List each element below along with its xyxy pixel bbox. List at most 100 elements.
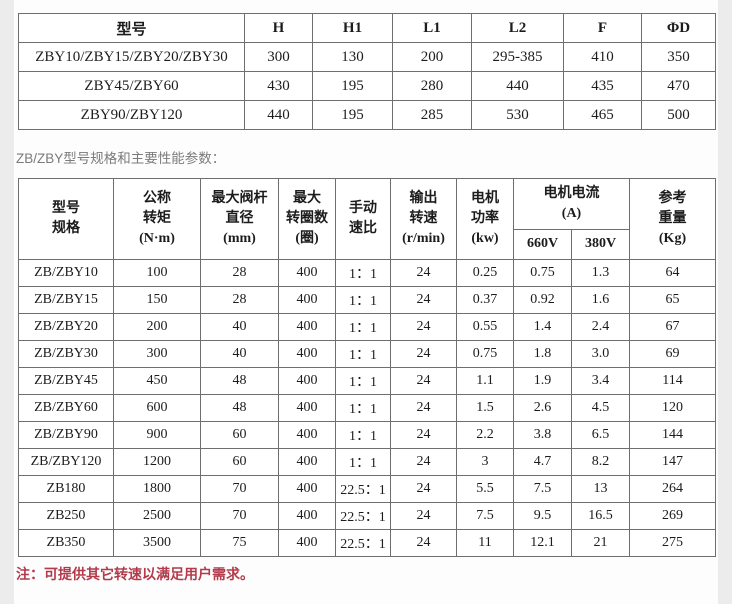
table-cell: 70: [200, 502, 279, 530]
table-cell: 2500: [113, 502, 201, 530]
table-cell: 280: [392, 71, 472, 101]
section-label: ZB/ZBY型号规格和主要性能参数：: [16, 151, 226, 166]
header-line: (圈): [295, 231, 319, 247]
dimensions-table-head: 型号 H H1 L1 L2 F ΦD: [18, 13, 716, 43]
table-cell: 275: [629, 529, 716, 557]
table-cell: 7.5: [456, 502, 514, 530]
table-cell: 0.75: [513, 259, 572, 287]
table-cell: 24: [390, 340, 457, 368]
table-cell: ZB/ZBY120: [18, 448, 114, 476]
performance-header-row-1: 型号 规格 公称 转矩 (N·m) 最大阀杆 直径 (mm) 最大 转圈数 (圈…: [18, 178, 716, 260]
table-cell: 48: [200, 394, 279, 422]
table-cell: 12.1: [513, 529, 572, 557]
table-cell: 150: [113, 286, 201, 314]
header-line: (A): [561, 206, 582, 221]
column-header-l1: L1: [392, 13, 472, 43]
table-cell: ZB/ZBY60: [18, 394, 114, 422]
table-cell: 24: [390, 475, 457, 503]
table-row: ZB/ZBY20 200 40 400 1：1 24 0.55 1.4 2.4 67: [18, 313, 716, 341]
header-line: (Kg): [658, 231, 687, 247]
page-content: 型号 H H1 L1 L2 F ΦD ZBY10/ZBY15/ZBY20/ZBY…: [14, 0, 718, 604]
table-cell: 75: [200, 529, 279, 557]
table-cell: 24: [390, 421, 457, 449]
table-cell: 400: [278, 340, 336, 368]
table-cell: 6.5: [571, 421, 630, 449]
table-cell: 1800: [113, 475, 201, 503]
table-cell: 8.2: [571, 448, 630, 476]
header-line: 功率: [471, 210, 499, 226]
header-line: 公称: [143, 190, 171, 206]
header-line: 电机: [471, 190, 499, 206]
table-cell: 300: [113, 340, 201, 368]
column-header-l2: L2: [471, 13, 564, 43]
table-cell: ZB350: [18, 529, 114, 557]
table-cell: 600: [113, 394, 201, 422]
table-cell: 40: [200, 313, 279, 341]
table-cell: 4.7: [513, 448, 572, 476]
column-header-model-spec: 型号 规格: [18, 178, 114, 260]
table-cell: 67: [629, 313, 716, 341]
table-cell: 1.5: [456, 394, 514, 422]
table-cell: 0.92: [513, 286, 572, 314]
table-cell: 195: [312, 100, 393, 130]
table-cell: 400: [278, 259, 336, 287]
header-line: 重量: [658, 210, 687, 226]
table-cell: 1.4: [513, 313, 572, 341]
table-cell: 400: [278, 286, 336, 314]
header-line: (N·m): [139, 231, 175, 247]
table-cell: 69: [629, 340, 716, 368]
table-cell: 100: [113, 259, 201, 287]
column-header-stem-diameter: 最大阀杆 直径 (mm): [200, 178, 279, 260]
table-cell: 900: [113, 421, 201, 449]
table-cell: 350: [641, 42, 716, 72]
table-row: ZB/ZBY10 100 28 400 1：1 24 0.25 0.75 1.3 64: [18, 259, 716, 287]
table-cell: 9.5: [513, 502, 572, 530]
table-cell: 0.25: [456, 259, 514, 287]
table-cell: 285: [392, 100, 472, 130]
table-cell: 440: [471, 71, 564, 101]
table-row: ZB/ZBY30 300 40 400 1：1 24 0.75 1.8 3.0 69: [18, 340, 716, 368]
performance-table-body: ZB/ZBY10 100 28 400 1：1 24 0.25 0.75 1.3 64 ZB/ZBY…: [18, 259, 716, 557]
table-cell: 144: [629, 421, 716, 449]
column-header-h: H: [244, 13, 313, 43]
table-cell: 114: [629, 367, 716, 395]
table-cell: 3.8: [513, 421, 572, 449]
table-cell: 1：1: [335, 286, 391, 314]
table-cell: 16.5: [571, 502, 630, 530]
table-cell: 2.4: [571, 313, 630, 341]
column-header-weight: 参考 重量 (Kg): [629, 178, 716, 260]
table-cell: 400: [278, 448, 336, 476]
table-cell: 1：1: [335, 340, 391, 368]
table-cell: 60: [200, 421, 279, 449]
table-row: ZBY45/ZBY60 430 195 280 440 435 470: [18, 71, 716, 101]
table-cell: ZB250: [18, 502, 114, 530]
table-cell: 22.5：1: [335, 502, 391, 530]
table-cell: 13: [571, 475, 630, 503]
table-cell: 2.6: [513, 394, 572, 422]
table-cell: 24: [390, 313, 457, 341]
table-cell: 500: [641, 100, 716, 130]
table-cell: 195: [312, 71, 393, 101]
table-cell: 60: [200, 448, 279, 476]
table-cell: ZB/ZBY45: [18, 367, 114, 395]
header-line: 转圈数: [286, 210, 328, 226]
table-cell: 440: [244, 100, 313, 130]
table-cell: 7.5: [513, 475, 572, 503]
table-cell: 1：1: [335, 367, 391, 395]
table-cell: 400: [278, 529, 336, 557]
table-cell: 64: [629, 259, 716, 287]
table-cell: 5.5: [456, 475, 514, 503]
table-cell: 435: [563, 71, 642, 101]
header-line: (r/min): [402, 231, 445, 247]
column-header-torque: 公称 转矩 (N·m): [113, 178, 201, 260]
table-cell: ZB/ZBY30: [18, 340, 114, 368]
header-line: 最大阀杆: [211, 190, 268, 206]
table-cell: 300: [244, 42, 313, 72]
header-line: 输出: [409, 190, 438, 206]
header-line: 转矩: [143, 210, 171, 226]
performance-header-row-2: 660V 380V: [19, 229, 716, 260]
table-cell: 200: [113, 313, 201, 341]
table-cell: 28: [200, 259, 279, 287]
table-row: ZB/ZBY90 900 60 400 1：1 24 2.2 3.8 6.5 144: [18, 421, 716, 449]
table-cell: 465: [563, 100, 642, 130]
